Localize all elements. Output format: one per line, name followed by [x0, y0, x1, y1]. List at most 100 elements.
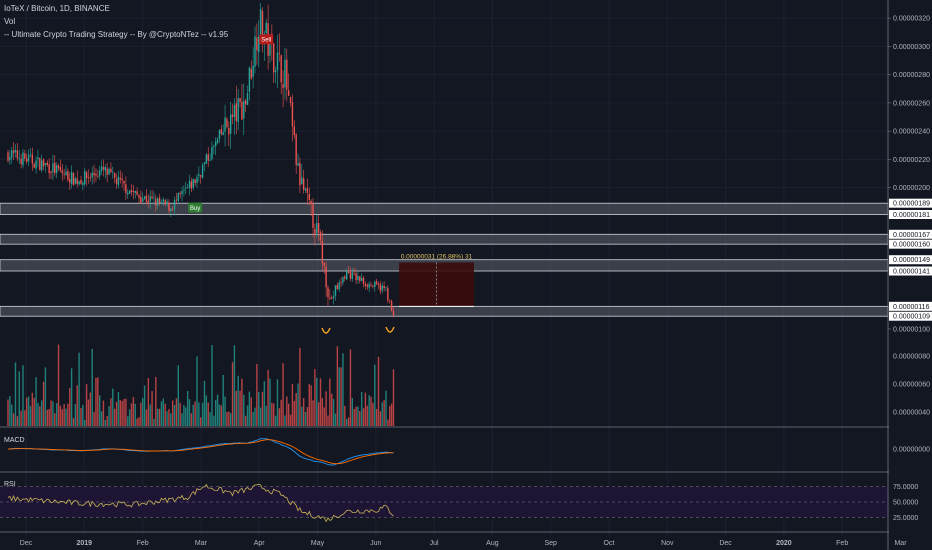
volume-bar	[106, 416, 108, 426]
volume-bar	[233, 345, 236, 426]
candle-body	[102, 167, 105, 170]
macd-pane-label: MACD	[4, 437, 25, 444]
candle-body	[374, 281, 376, 287]
volume-bar	[231, 362, 234, 426]
candle-body	[280, 55, 282, 83]
volume-bar	[252, 411, 254, 426]
volume-bar	[39, 406, 41, 426]
zone-price-label: 0.00000109	[893, 314, 930, 321]
volume-bar	[387, 419, 389, 426]
measure-tool[interactable]: 0.00000031 (26.88%) 31	[399, 254, 474, 307]
candle-body	[340, 282, 342, 284]
candle-body	[11, 150, 13, 158]
candle-body	[201, 165, 204, 178]
volume-bar	[258, 392, 260, 426]
candle-body	[93, 172, 95, 176]
candle-body	[173, 200, 176, 210]
candle-body	[145, 195, 148, 202]
candle-body	[235, 103, 237, 121]
candle-body	[229, 114, 232, 134]
volume-bar	[302, 398, 305, 426]
candlesticks[interactable]	[7, 2, 395, 318]
volume-bar	[329, 378, 331, 426]
volume-bar	[370, 396, 372, 426]
volume-bar	[61, 409, 63, 426]
zone-price-label: 0.00000141	[893, 269, 930, 276]
candle-body	[95, 173, 97, 176]
candle-body	[171, 209, 174, 211]
volume-bar	[48, 409, 50, 426]
volume-bar	[351, 397, 354, 426]
candle-body	[14, 149, 17, 153]
time-tick-label: Mar	[195, 540, 208, 547]
volume-bar	[331, 393, 333, 426]
candle-body	[314, 228, 316, 235]
volume-bar	[291, 383, 294, 426]
volume-bar	[123, 398, 125, 426]
candle-body	[284, 59, 286, 88]
rsi-line	[7, 483, 394, 523]
volume-bar	[74, 404, 77, 426]
candle-body	[98, 170, 101, 177]
volume-bar	[173, 404, 176, 426]
volume-bar	[104, 419, 107, 426]
volume-bar	[319, 378, 322, 426]
candle-body	[24, 153, 26, 159]
volume-bar	[128, 409, 131, 426]
candle-body	[57, 165, 60, 169]
volume-bar	[196, 356, 198, 426]
volume-bar	[310, 385, 312, 426]
candle-body	[162, 199, 165, 202]
volume-bar	[392, 369, 395, 426]
volume-bar	[304, 411, 307, 426]
volume-bar	[142, 398, 144, 426]
zone-price-label: 0.00000167	[893, 232, 930, 239]
volume-bar	[145, 409, 148, 426]
candle-body	[261, 11, 264, 41]
candle-body	[327, 287, 329, 298]
volume-bar	[24, 410, 26, 426]
time-tick-label: Feb	[836, 540, 848, 547]
candle-body	[353, 273, 355, 274]
candle-body	[168, 202, 170, 211]
volume-bar	[293, 400, 296, 426]
candle-body	[185, 188, 187, 190]
candle-body	[317, 222, 320, 233]
volume-bar	[314, 369, 316, 426]
volume-bar	[218, 404, 221, 426]
candle-body	[42, 159, 45, 167]
volume-bar	[259, 407, 262, 426]
time-tick-label: Dec	[719, 540, 732, 547]
volume-bar	[46, 409, 48, 426]
volume-bar	[132, 397, 135, 426]
volume-bar	[35, 377, 37, 426]
volume-bar	[301, 406, 303, 426]
candle-body	[134, 190, 136, 193]
candle-body	[325, 266, 327, 288]
candle-body	[31, 154, 34, 164]
volume-bar	[33, 397, 35, 426]
candle-body	[334, 285, 337, 296]
candle-body	[385, 287, 387, 289]
candle-body	[387, 287, 389, 301]
pattern-curves	[321, 326, 395, 334]
volume-bar	[273, 403, 275, 426]
volume-bar	[42, 381, 45, 426]
zone-price-label: 0.00000149	[893, 257, 930, 264]
price-tick-label: 0.00000320	[893, 16, 930, 23]
candle-body	[175, 199, 178, 201]
candle-body	[149, 196, 151, 202]
candle-body	[188, 180, 191, 188]
volume-bar	[213, 415, 215, 426]
volume-bar	[168, 409, 170, 426]
candle-body	[27, 154, 30, 162]
volume-bar	[78, 352, 80, 426]
buy-signal-box	[188, 202, 203, 213]
candle-body	[273, 43, 275, 73]
price-axis[interactable]: 0.00000320 0.00000300 0.00000280 0.00000260…	[888, 0, 932, 550]
rsi-tick-label: 25.0000	[893, 515, 918, 522]
time-axis[interactable]: Dec 2019 Feb Mar Apr May Jun Jul Aug Sep Oct Nov Dec…	[20, 540, 907, 547]
volume-bar	[235, 390, 237, 426]
